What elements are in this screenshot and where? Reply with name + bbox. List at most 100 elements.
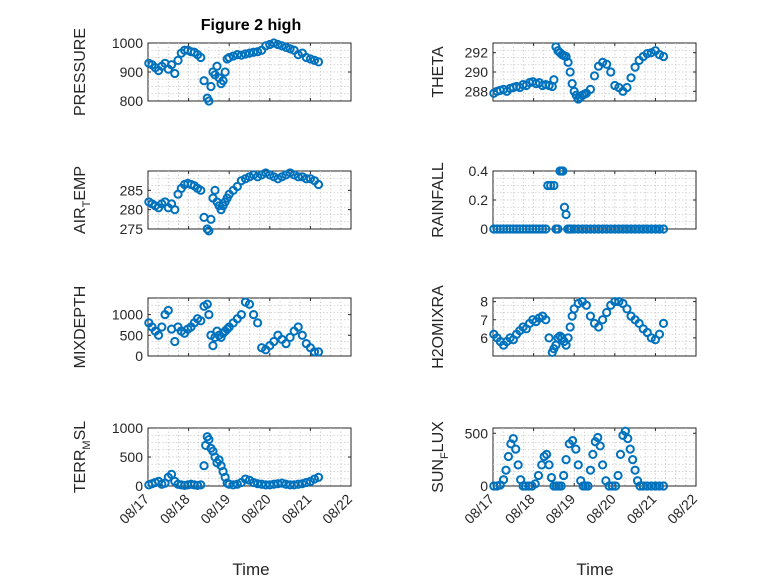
data-point	[530, 479, 540, 489]
data-point	[204, 226, 214, 236]
y-axis-label: AIRTEMP	[72, 166, 93, 234]
data-point	[157, 322, 167, 332]
y-tick-label: 0	[135, 348, 143, 364]
data-point	[511, 444, 521, 454]
grid-lines	[493, 171, 696, 229]
y-tick-label: 0.2	[469, 192, 489, 208]
data-point	[585, 311, 596, 321]
data-point	[628, 455, 638, 465]
y-tick-label: 500	[120, 327, 144, 343]
data-point	[613, 470, 623, 481]
grid-lines	[148, 428, 351, 486]
data-point	[658, 481, 669, 491]
data-point	[248, 47, 259, 57]
data-point	[544, 460, 554, 470]
data-point	[593, 322, 604, 332]
data-point	[204, 435, 214, 445]
data-point	[615, 449, 626, 459]
y-axis-label: H2OMIXRA	[430, 285, 447, 369]
data-point	[549, 180, 559, 191]
data-point	[598, 460, 608, 470]
data-point	[199, 76, 209, 86]
data-point	[593, 432, 603, 443]
data-point	[196, 52, 206, 63]
data-points	[144, 38, 324, 106]
y-tick-label: 292	[465, 45, 489, 61]
data-point	[607, 481, 617, 491]
subplot-3: 275 280 285 AIRTEMP	[72, 166, 352, 237]
data-point	[654, 481, 665, 491]
data-point	[508, 433, 518, 444]
data-point	[556, 481, 566, 491]
data-point	[153, 330, 164, 340]
data-point	[561, 209, 571, 220]
data-point	[626, 73, 636, 83]
data-point	[541, 449, 552, 459]
data-point	[196, 480, 206, 490]
data-point	[236, 50, 246, 60]
data-point	[563, 333, 573, 343]
data-point	[313, 347, 324, 357]
data-point	[228, 480, 238, 490]
x-tick-label: 08/17	[116, 491, 152, 527]
y-axis-label: RAINFALL	[430, 162, 447, 238]
data-point	[654, 329, 665, 339]
data-point	[546, 180, 556, 191]
data-point	[206, 81, 216, 92]
data-point	[581, 300, 591, 310]
x-tick-label: 08/17	[461, 491, 497, 527]
data-point	[541, 315, 551, 325]
y-tick-label: 0	[480, 478, 488, 494]
data-point	[598, 315, 608, 325]
data-point	[630, 62, 640, 72]
y-axis-label: TERRMSL	[72, 421, 93, 493]
data-point	[220, 67, 230, 77]
data-points	[144, 432, 324, 491]
subplot-8: 08/17 08/18 08/19 08/20 08/21 08/22 0 500 SUNFLU…	[430, 421, 700, 527]
data-point	[236, 309, 246, 320]
subplot-2: 288 290 292 THETA	[430, 42, 697, 104]
data-point	[313, 472, 324, 482]
data-point	[541, 224, 551, 234]
x-axis-label-right: Time	[576, 560, 613, 579]
data-point	[222, 324, 232, 334]
y-axis-label: PRESSURE	[72, 28, 89, 116]
data-point	[313, 57, 324, 67]
data-points	[489, 166, 669, 234]
data-point	[571, 444, 581, 454]
data-point	[588, 449, 598, 459]
data-point	[199, 461, 209, 471]
data-point	[285, 332, 295, 342]
data-point	[208, 341, 218, 351]
subplot-1: 800 900 1000 PRESSURE	[72, 28, 352, 116]
y-tick-label: 1000	[112, 307, 143, 323]
data-point	[589, 71, 600, 81]
data-point	[166, 469, 177, 479]
y-tick-label: 500	[120, 449, 144, 465]
data-points	[489, 426, 669, 491]
x-tick-label: 08/21	[278, 491, 314, 527]
y-tick-label: 288	[465, 83, 489, 99]
x-tick-label: 08/18	[157, 491, 193, 527]
data-point	[583, 481, 593, 491]
data-point	[301, 174, 311, 184]
data-point	[563, 57, 573, 67]
data-point	[533, 470, 544, 481]
grid-lines	[148, 298, 351, 356]
data-point	[212, 61, 222, 71]
data-point	[602, 59, 612, 69]
x-tick-label: 08/19	[542, 491, 578, 527]
y-tick-label: 8	[480, 294, 488, 310]
data-point	[546, 472, 557, 483]
x-tick-label: 08/20	[583, 491, 619, 527]
data-point	[289, 480, 299, 490]
y-tick-label: 285	[120, 182, 144, 198]
data-point	[544, 333, 554, 343]
data-point	[244, 299, 255, 309]
data-point	[204, 96, 214, 106]
data-point	[248, 477, 259, 488]
data-point	[277, 478, 287, 488]
data-point	[204, 309, 214, 320]
data-point	[240, 474, 251, 484]
